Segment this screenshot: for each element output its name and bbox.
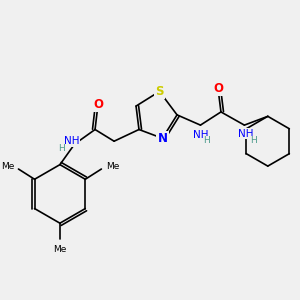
- Text: O: O: [93, 98, 103, 111]
- Text: Me: Me: [53, 244, 67, 253]
- Text: N: N: [158, 132, 167, 145]
- Text: NH: NH: [64, 136, 80, 146]
- Text: H: H: [58, 144, 65, 153]
- Text: H: H: [203, 136, 210, 145]
- Text: H: H: [250, 136, 257, 145]
- Text: NH: NH: [238, 129, 254, 139]
- Text: O: O: [213, 82, 223, 95]
- Text: Me: Me: [1, 162, 14, 171]
- Text: S: S: [155, 85, 164, 98]
- Text: NH: NH: [193, 130, 208, 140]
- Text: Me: Me: [106, 162, 119, 171]
